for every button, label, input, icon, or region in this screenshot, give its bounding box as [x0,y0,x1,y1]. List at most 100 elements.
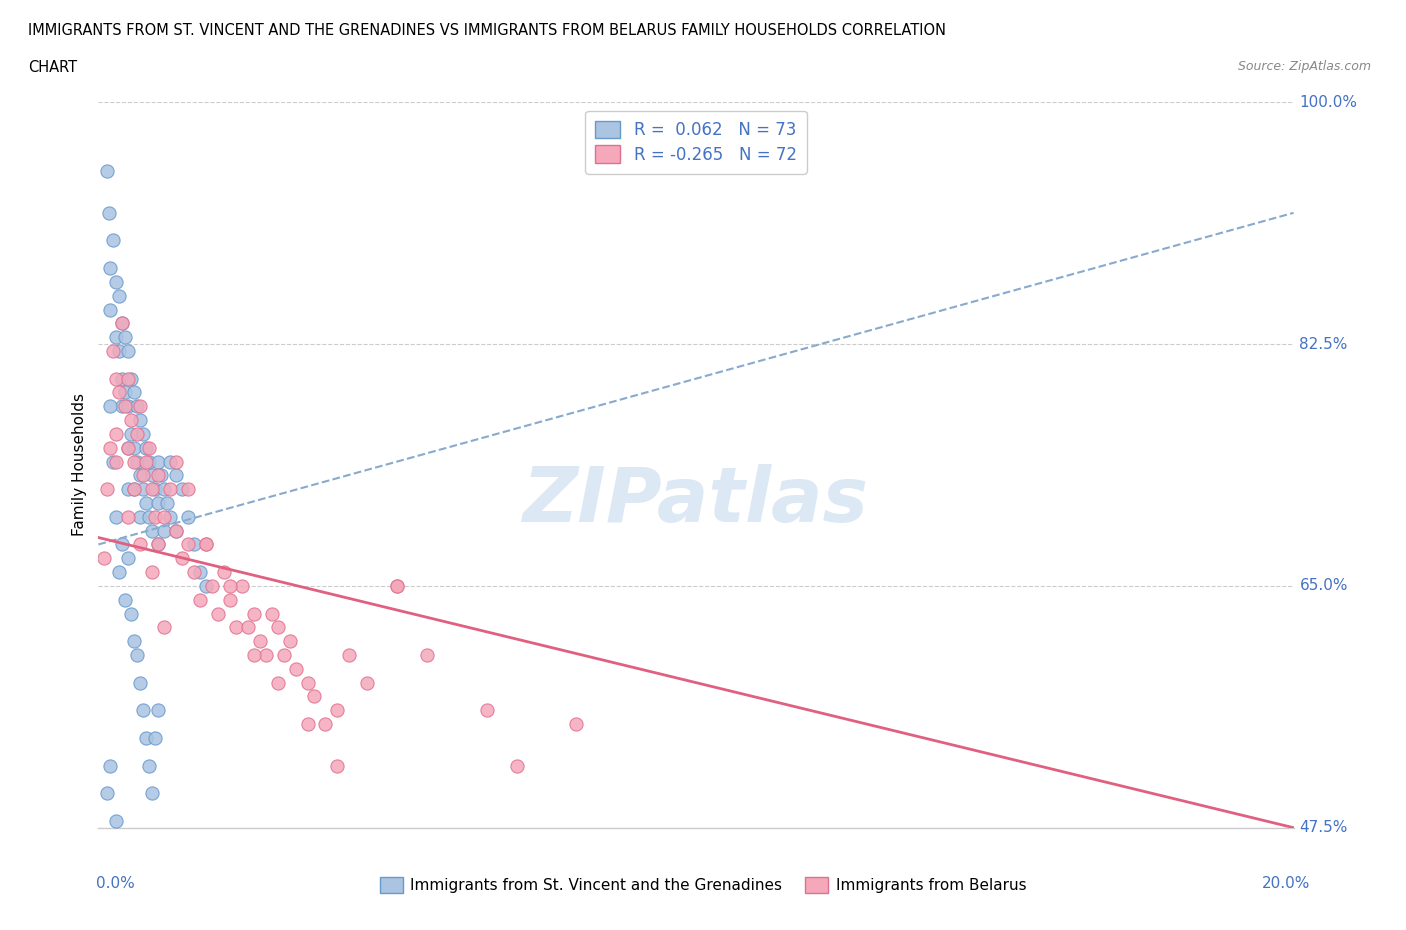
Point [172,482,194,497]
Point [98,206,121,220]
Point [148,537,170,551]
Point [385,578,409,593]
Point [103,343,125,358]
Point [153,510,176,525]
Text: 100.0%: 100.0% [1299,95,1358,110]
Point [105,330,128,345]
Text: 20.0%: 20.0% [1263,876,1310,891]
Point [141,524,163,538]
Point [141,482,163,497]
Point [165,524,187,538]
Point [117,510,139,525]
Text: 0.0%: 0.0% [96,876,135,891]
Point [124,454,146,469]
Point [117,371,139,386]
Point [212,565,235,579]
Point [297,717,319,732]
Text: 47.5%: 47.5% [1299,820,1348,835]
Point [132,703,155,718]
Point [177,537,200,551]
Point [117,440,139,455]
Point [236,620,259,635]
Point [124,482,146,497]
Point [98,440,122,455]
Point [132,482,155,497]
Point [124,482,146,497]
Point [177,482,200,497]
Point [98,260,122,275]
Point [153,620,176,635]
Point [124,633,146,648]
Point [111,399,134,414]
Point [129,468,152,483]
Point [103,454,125,469]
Point [165,468,187,483]
Legend: Immigrants from St. Vincent and the Grenadines, Immigrants from Belarus: Immigrants from St. Vincent and the Gren… [374,870,1032,899]
Point [129,413,152,428]
Point [111,371,134,386]
Point [138,510,160,525]
Point [195,537,218,551]
Point [105,814,128,829]
Point [108,343,131,358]
Text: IMMIGRANTS FROM ST. VINCENT AND THE GRENADINES VS IMMIGRANTS FROM BELARUS FAMILY: IMMIGRANTS FROM ST. VINCENT AND THE GREN… [28,23,946,38]
Point [124,385,146,400]
Point [159,454,181,469]
Point [108,385,131,400]
Point [93,551,115,565]
Point [148,454,170,469]
Point [284,661,307,676]
Point [103,233,125,248]
Point [129,399,152,414]
Point [114,385,136,400]
Point [132,427,155,442]
Point [143,510,166,525]
Point [201,578,224,593]
Point [117,551,139,565]
Point [278,633,301,648]
Point [117,440,139,455]
Point [120,606,142,621]
Text: Source: ZipAtlas.com: Source: ZipAtlas.com [1237,60,1371,73]
Point [135,730,157,745]
Point [188,592,211,607]
Point [159,510,181,525]
Point [105,427,128,442]
Point [339,647,361,662]
Point [385,578,409,593]
Point [156,496,179,511]
Point [243,606,266,621]
Point [249,633,271,648]
Point [111,537,134,551]
Point [195,537,218,551]
Point [114,399,136,414]
Point [98,399,122,414]
Point [225,620,247,635]
Point [129,675,152,690]
Point [114,330,136,345]
Point [120,371,142,386]
Point [138,454,160,469]
Point [195,578,218,593]
Text: 65.0%: 65.0% [1299,578,1348,593]
Point [127,427,149,442]
Point [315,717,337,732]
Point [96,482,118,497]
Point [231,578,253,593]
Point [273,647,295,662]
Point [150,468,173,483]
Point [127,454,149,469]
Point [98,302,122,317]
Point [159,482,181,497]
Point [183,537,205,551]
Legend: R =  0.062   N = 73, R = -0.265   N = 72: R = 0.062 N = 73, R = -0.265 N = 72 [585,111,807,174]
Point [96,786,118,801]
Point [219,592,242,607]
Point [124,440,146,455]
Point [565,717,588,732]
Point [120,413,142,428]
Point [105,454,128,469]
Point [108,288,131,303]
Point [132,468,155,483]
Point [105,274,128,289]
